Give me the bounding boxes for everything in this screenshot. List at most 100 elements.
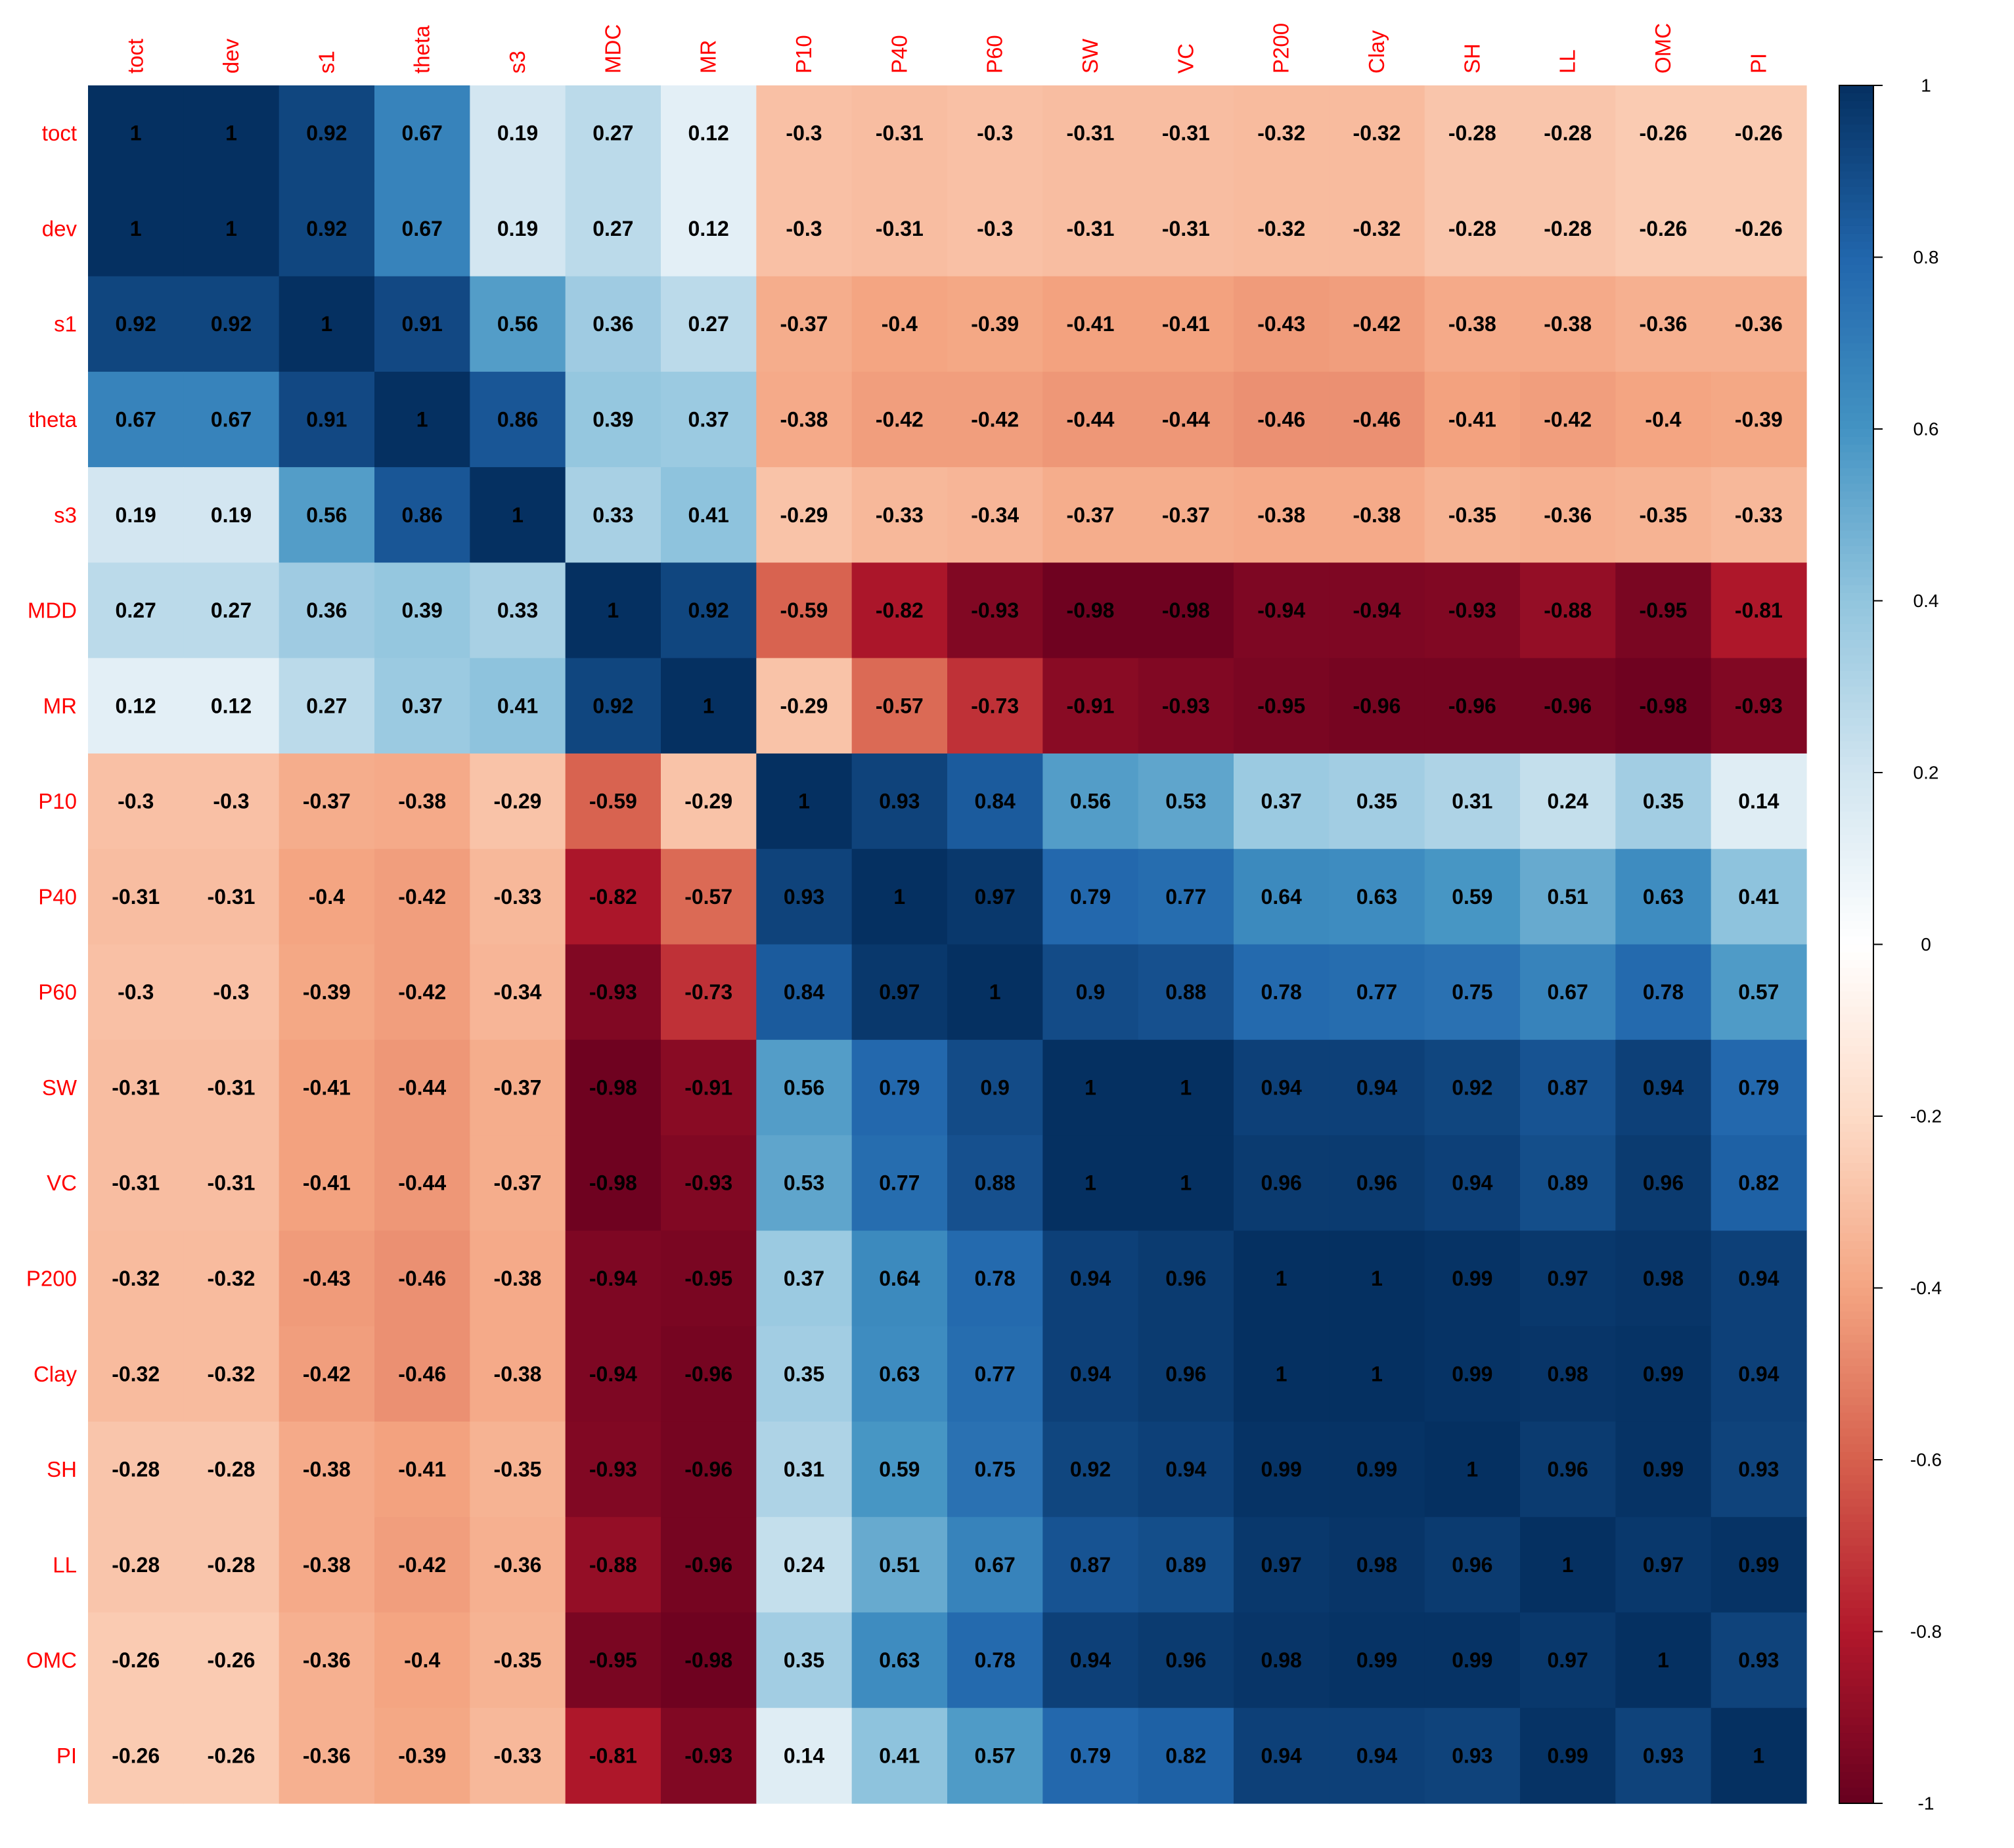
cell-value-label: -0.95 [589, 1648, 637, 1672]
heatmap-cell [1042, 371, 1139, 468]
heatmap-cell [1234, 1326, 1330, 1422]
heatmap-cell [1234, 1230, 1330, 1327]
heatmap-cell [661, 1135, 757, 1231]
cell-value-label: -0.3 [977, 217, 1013, 240]
cell-value-label: 0.96 [1548, 1458, 1588, 1481]
heatmap-cell [1520, 1517, 1616, 1613]
cell-value-label: 1 [1466, 1458, 1478, 1481]
colorbar-segment [1839, 1233, 1873, 1242]
colorbar-segment [1839, 1514, 1873, 1523]
heatmap-cell [851, 467, 948, 563]
colorbar-segment [1839, 444, 1873, 453]
cell-value-label: 0.98 [1356, 1553, 1397, 1577]
colorbar-segment [1839, 507, 1873, 516]
heatmap-cell [851, 658, 948, 754]
heatmap-cell [756, 1421, 853, 1518]
colorbar-segment [1839, 913, 1873, 922]
colorbar-segment [1839, 976, 1873, 984]
heatmap-cell [661, 944, 757, 1041]
colorbar-tick-label: 0 [1921, 934, 1931, 955]
colorbar-segment [1839, 522, 1873, 531]
heatmap-cell [565, 944, 661, 1041]
cell-value-label: 0.41 [688, 503, 729, 527]
heatmap-cell [851, 1612, 948, 1709]
colorbar-segment [1839, 655, 1873, 664]
heatmap-cell [1042, 1135, 1139, 1231]
column-label: toct [123, 39, 148, 74]
heatmap-cell [1520, 1421, 1616, 1518]
cell-value-label: -0.82 [589, 885, 637, 909]
heatmap-cell [565, 276, 661, 372]
cell-value-label: 0.96 [1643, 1171, 1684, 1195]
heatmap-cell [1234, 658, 1330, 754]
cell-value-label: -0.42 [876, 407, 924, 431]
heatmap-cell [1138, 1707, 1234, 1804]
cell-value-label: 0.96 [1165, 1362, 1206, 1386]
heatmap-cell [279, 467, 375, 563]
cell-value-label: -0.37 [494, 1075, 542, 1099]
cell-value-label: 0.93 [1738, 1458, 1779, 1481]
cell-value-label: -0.33 [494, 1744, 542, 1767]
colorbar-segment [1839, 866, 1873, 875]
heatmap-cell [1042, 562, 1139, 659]
cell-value-label: 0.35 [784, 1362, 824, 1386]
cell-value-label: 1 [1085, 1171, 1096, 1195]
cell-value-label: 0.27 [688, 312, 729, 336]
cell-value-label: -0.36 [1640, 312, 1688, 336]
cell-value-label: -0.29 [494, 790, 542, 813]
cell-value-label: 0.94 [1070, 1648, 1111, 1672]
heatmap-cell [1520, 944, 1616, 1041]
cell-value-label: -0.31 [1067, 122, 1115, 145]
cell-value-label: 0.12 [688, 122, 729, 145]
heatmap-cell [1329, 1326, 1425, 1422]
colorbar-segment [1839, 1748, 1873, 1757]
cell-value-label: 0.67 [211, 407, 252, 431]
heatmap-cell [1329, 562, 1425, 659]
cell-value-label: -0.37 [1067, 503, 1115, 527]
heatmap-cell [183, 1230, 280, 1327]
colorbar-segment [1839, 343, 1873, 351]
colorbar-segment [1839, 304, 1873, 313]
colorbar-segment [1839, 702, 1873, 711]
cell-value-label: -0.28 [1448, 217, 1496, 240]
colorbar-segment [1839, 1123, 1873, 1133]
colorbar-segment [1839, 1147, 1873, 1156]
colorbar-segment [1839, 1030, 1873, 1039]
cell-value-label: -0.88 [1544, 598, 1592, 622]
heatmap-cell [1424, 562, 1521, 659]
heatmap-cell [1424, 1612, 1521, 1709]
cell-value-label: 0.94 [1738, 1362, 1779, 1386]
colorbar-segment [1839, 1733, 1873, 1742]
column-label: s1 [314, 51, 338, 74]
heatmap-cell [1138, 1612, 1234, 1709]
cell-value-label: -0.96 [684, 1553, 732, 1577]
heatmap-cell [88, 276, 184, 372]
heatmap-cell [565, 753, 661, 849]
colorbar-segment [1839, 593, 1873, 602]
heatmap-cell [756, 467, 853, 563]
cell-value-label: -0.46 [1257, 407, 1305, 431]
heatmap-cell [1520, 1707, 1616, 1804]
heatmap-cell [1711, 276, 1807, 372]
cell-value-label: -0.38 [494, 1267, 542, 1290]
cell-value-label: 0.93 [784, 885, 824, 909]
cell-value-label: -0.96 [1448, 694, 1496, 717]
cell-value-label: 0.89 [1165, 1553, 1206, 1577]
cell-value-label: -0.28 [112, 1553, 160, 1577]
heatmap-cell [1042, 849, 1139, 945]
colorbar-segment [1839, 694, 1873, 703]
cell-value-label: 0.94 [1356, 1075, 1397, 1099]
heatmap-cell [1615, 1135, 1712, 1231]
cell-value-label: -0.44 [1067, 407, 1115, 431]
cell-value-label: 1 [130, 122, 142, 145]
cell-value-label: 0.56 [1070, 790, 1111, 813]
heatmap-cell [1234, 562, 1330, 659]
cell-value-label: -0.42 [398, 885, 446, 909]
colorbar-segment [1839, 335, 1873, 344]
heatmap-cell [183, 467, 280, 563]
cell-value-label: 0.57 [1738, 980, 1779, 1004]
cell-value-label: -0.73 [971, 694, 1019, 717]
heatmap-cell [1711, 1612, 1807, 1709]
heatmap-cell [947, 1135, 1043, 1231]
colorbar-segment [1839, 1397, 1873, 1406]
